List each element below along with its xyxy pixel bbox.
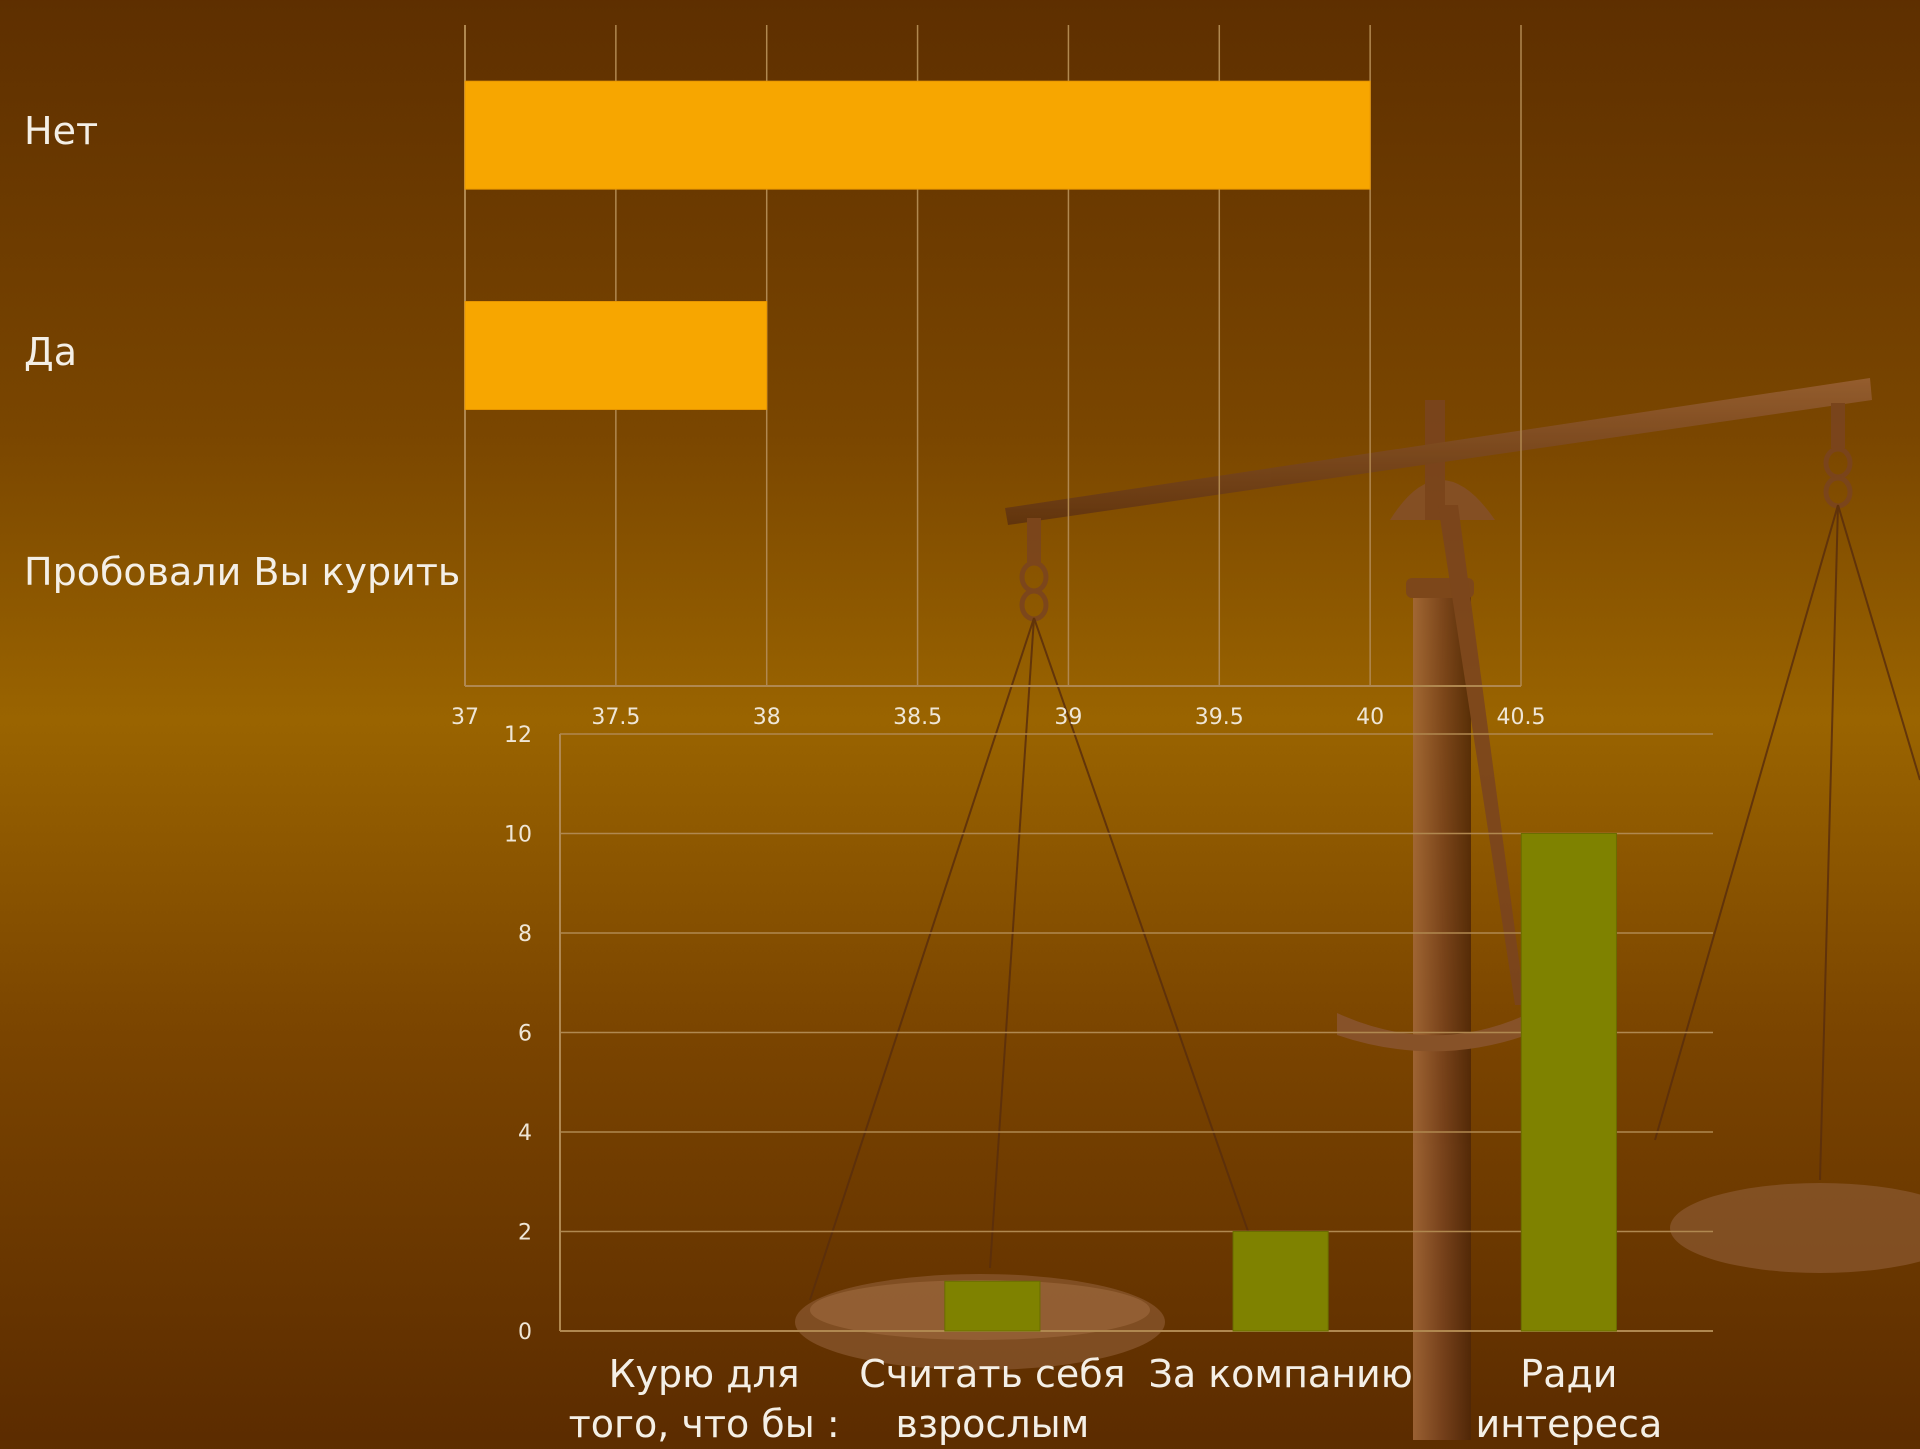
v-tick-label: 8 [518,922,532,947]
v-category-label: Курю для того, что бы : [568,1352,840,1446]
h-category-label: Нет [24,109,99,154]
v-tick-label: 12 [504,723,532,748]
h-bar [464,80,1371,190]
v-category-label: За компанию [1148,1352,1413,1396]
v-category-label: Считать себя взрослым [859,1352,1126,1446]
v-tick-label: 0 [518,1320,532,1345]
h-tick-label: 40 [1356,705,1384,730]
h-tick-label: 39 [1054,705,1082,730]
v-category-label: Ради интереса [1475,1352,1663,1446]
v-tick-label: 4 [518,1121,532,1146]
h-bar [464,301,768,410]
h-category-label: Да [24,329,77,374]
h-tick-label: 38 [753,705,781,730]
horizontal-bar-chart: 37 37.5 38 38.5 39 39.5 40 40.5 [451,25,1545,730]
h-tick-label: 38.5 [893,705,942,730]
v-tick-label: 2 [518,1221,532,1246]
h-tick-label: 37.5 [591,705,640,730]
vertical-bar-chart: 0 2 4 6 8 10 12 [504,723,1713,1345]
v-bar [1520,833,1617,1332]
balance-scale-icon [795,378,1920,1440]
h-tick-label: 40.5 [1497,705,1546,730]
h-tick-label: 37 [451,705,479,730]
v-bar [1232,1231,1329,1332]
v-bar [944,1280,1041,1332]
v-tick-label: 10 [504,823,532,848]
h-tick-label: 39.5 [1195,705,1244,730]
h-category-label: Пробовали Вы курить [24,549,461,594]
v-tick-label: 6 [518,1022,532,1047]
